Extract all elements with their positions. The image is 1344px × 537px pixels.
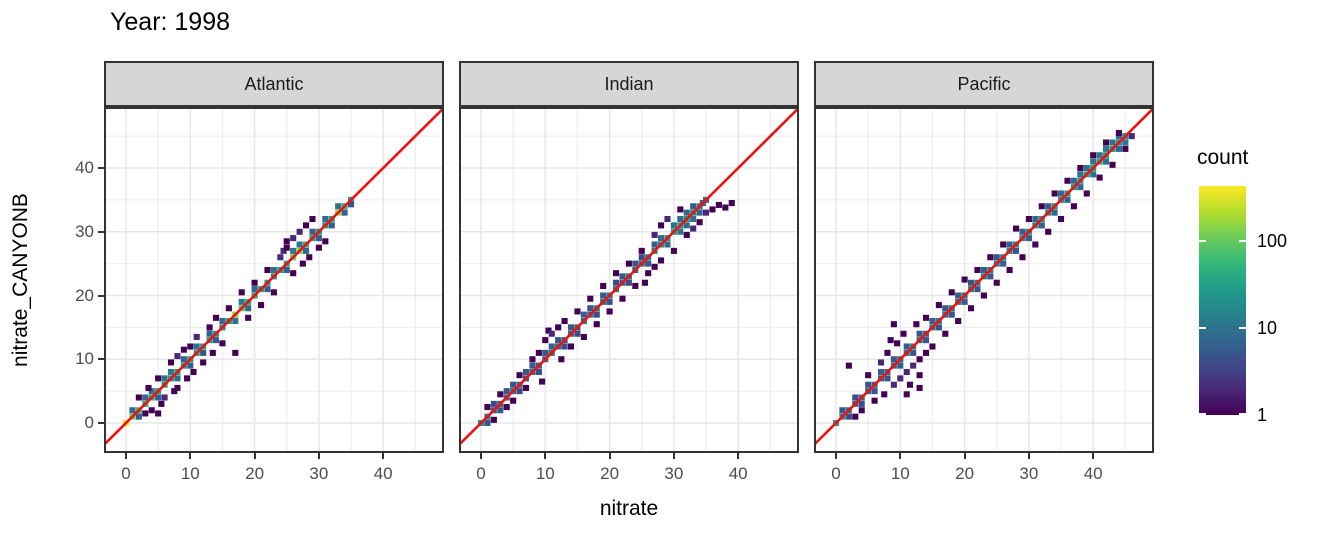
bin2d-plot [814,107,1154,453]
x-tick-mark [835,453,837,459]
x-tick-mark [963,453,966,459]
x-tick-label: 20 [600,464,620,483]
panel-pacific [814,107,1154,453]
grid-layer [104,107,444,453]
plot-title: Year: 1998 [110,8,231,36]
x-tick-label: 0 [831,464,841,483]
panel-border [814,107,1154,453]
x-tick-mark [480,453,482,459]
panel-indian [459,107,799,453]
x-tick-mark [1027,453,1030,459]
x-tick-mark [672,453,675,459]
y-tick-label: 30 [75,221,94,241]
facet-strip-label: Indian [604,73,654,94]
legend-tick-label: 10 [1257,318,1278,339]
grid-layer [459,107,799,453]
legend-tick-mark [1199,413,1206,415]
identity-line [459,107,799,447]
x-tick-label: 10 [535,464,555,483]
grid-layer [814,107,1154,453]
x-tick-mark [737,453,740,459]
legend-title: count [1197,146,1249,169]
identity-line [814,107,1154,447]
bin2d-plot [104,107,444,453]
y-tick-label: 0 [84,413,94,432]
identity-line [104,107,444,447]
legend-tick-mark [1199,240,1206,243]
y-tick-label: 10 [75,349,94,369]
x-tick-label: 30 [664,464,684,483]
y-tick-label: 40 [75,158,94,177]
panel-atlantic [104,107,444,453]
x-tick-mark [189,453,192,459]
x-tick-label: 40 [1083,464,1103,483]
x-tick-mark [1092,453,1095,459]
y-tick-mark [98,294,104,297]
x-tick-label: 30 [309,464,329,483]
panel-border [459,107,799,453]
x-tick-label: 30 [1019,464,1039,483]
facet-strip-label: Atlantic [244,73,304,94]
facet-strip-label: Pacific [957,73,1011,94]
legend-tick-mark [1239,413,1246,415]
x-tick-label: 40 [728,464,748,483]
x-tick-label: 10 [890,464,910,483]
x-tick-label: 10 [180,464,200,483]
legend-tick-mark [1239,327,1246,330]
x-tick-mark [899,453,902,459]
x-tick-mark [125,453,127,459]
facet-strip-pacific: Pacific [814,61,1154,107]
y-tick-mark [98,230,104,233]
x-tick-mark [317,453,320,459]
y-tick-mark [98,422,104,424]
x-tick-mark [382,453,385,459]
y-tick-mark [98,358,104,361]
x-tick-mark [544,453,547,459]
legend-tick-mark [1199,327,1206,330]
x-tick-label: 20 [955,464,975,483]
facet-strip-indian: Indian [459,61,799,107]
x-tick-label: 0 [121,464,131,483]
y-tick-label: 20 [75,285,94,305]
bin2d-plot [459,107,799,453]
x-tick-label: 0 [476,464,486,483]
panel-border [104,107,444,453]
x-axis-title: nitrate [599,497,659,520]
x-tick-label: 20 [245,464,265,483]
legend-tick-label: 1 [1257,405,1268,425]
x-tick-label: 40 [373,464,393,483]
legend-tick-mark [1239,240,1246,243]
legend-tick-label: 100 [1257,231,1288,252]
legend-colorbar [1199,186,1246,415]
y-axis-title: nitrate_CANYONB [9,193,32,367]
x-tick-mark [253,453,256,459]
x-tick-mark [608,453,611,459]
facet-strip-atlantic: Atlantic [104,61,444,107]
y-tick-mark [98,167,104,169]
